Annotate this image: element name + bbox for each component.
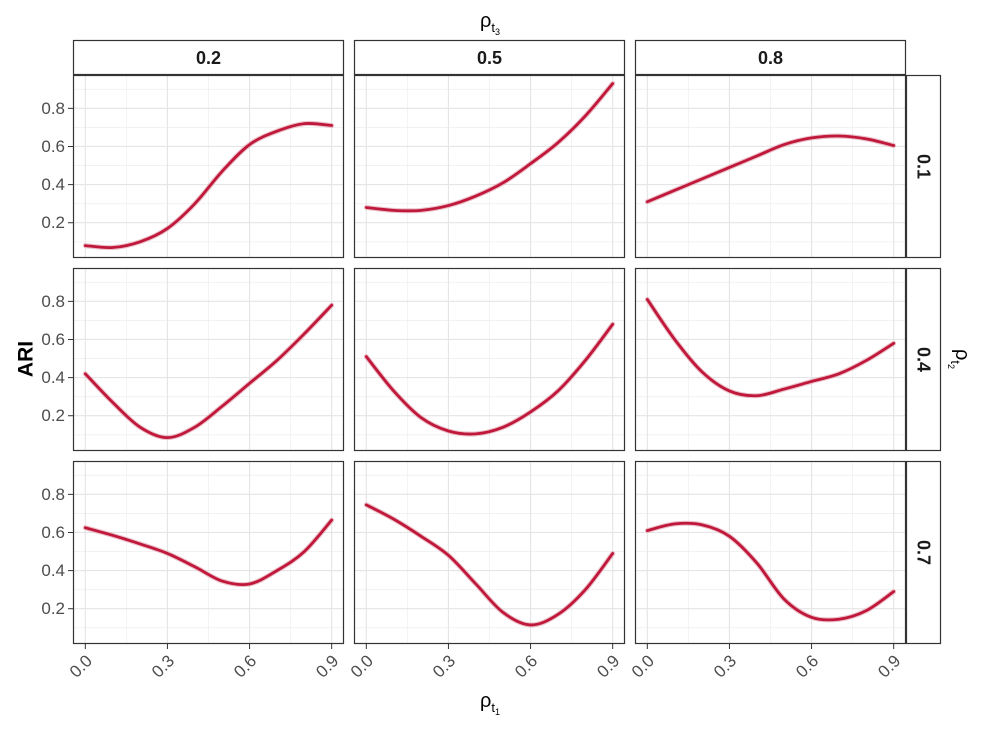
x-tick-label: 0.9 — [312, 651, 342, 681]
col-facet-title: ρt3 — [480, 10, 500, 37]
y-axis-title: ARI — [15, 341, 38, 377]
panel-border — [72, 460, 345, 645]
y-tick-label: 0.4 — [41, 561, 65, 580]
y-tick-label: 0.2 — [41, 406, 65, 425]
series-line — [83, 518, 334, 587]
x-tick-label: 0.0 — [628, 651, 658, 681]
y-tick-label: 0.6 — [41, 330, 65, 349]
row-strip-label: 0.7 — [914, 540, 934, 565]
row-facet-title: ρt2 — [946, 349, 973, 369]
col-strip-label: 0.5 — [477, 48, 502, 68]
x-tick-label: 0.3 — [429, 651, 459, 681]
y-tick-label: 0.8 — [41, 485, 65, 504]
col-strip-label: 0.8 — [758, 48, 783, 68]
y-tick-label: 0.8 — [41, 292, 65, 311]
series-line — [364, 82, 615, 213]
row-strip-label: 0.4 — [914, 347, 934, 372]
x-tick-label: 0.3 — [148, 651, 178, 681]
col-strip — [634, 39, 907, 76]
y-tick-label: 0.6 — [41, 137, 65, 156]
row-strip-label: 0.1 — [914, 154, 934, 179]
series-line — [364, 503, 615, 627]
x-tick-label: 0.0 — [347, 651, 377, 681]
y-tick-label: 0.4 — [41, 368, 65, 387]
x-tick-label: 0.0 — [66, 651, 96, 681]
panel-border — [72, 267, 345, 452]
x-tick-label: 0.9 — [874, 651, 904, 681]
x-tick-label: 0.6 — [230, 651, 260, 681]
panel-border — [353, 460, 626, 645]
panel-border — [353, 267, 626, 452]
row-strip — [905, 460, 942, 645]
series-line — [645, 521, 896, 622]
y-tick-label: 0.6 — [41, 523, 65, 542]
x-tick-label: 0.3 — [710, 651, 740, 681]
y-tick-label: 0.8 — [41, 99, 65, 118]
row-strip — [905, 74, 942, 259]
series-line — [83, 122, 334, 250]
x-tick-label: 0.6 — [792, 651, 822, 681]
row-strip — [905, 267, 942, 452]
col-strip — [353, 39, 626, 76]
series-line — [645, 134, 896, 204]
col-strip-label: 0.2 — [196, 48, 221, 68]
y-tick-label: 0.2 — [41, 213, 65, 232]
y-tick-label: 0.4 — [41, 175, 65, 194]
x-tick-label: 0.9 — [593, 651, 623, 681]
series-line — [364, 322, 615, 436]
x-axis-title: ρt1 — [480, 690, 500, 717]
x-tick-label: 0.6 — [511, 651, 541, 681]
series-line — [645, 298, 896, 398]
y-tick-label: 0.2 — [41, 599, 65, 618]
series-line — [83, 303, 334, 440]
